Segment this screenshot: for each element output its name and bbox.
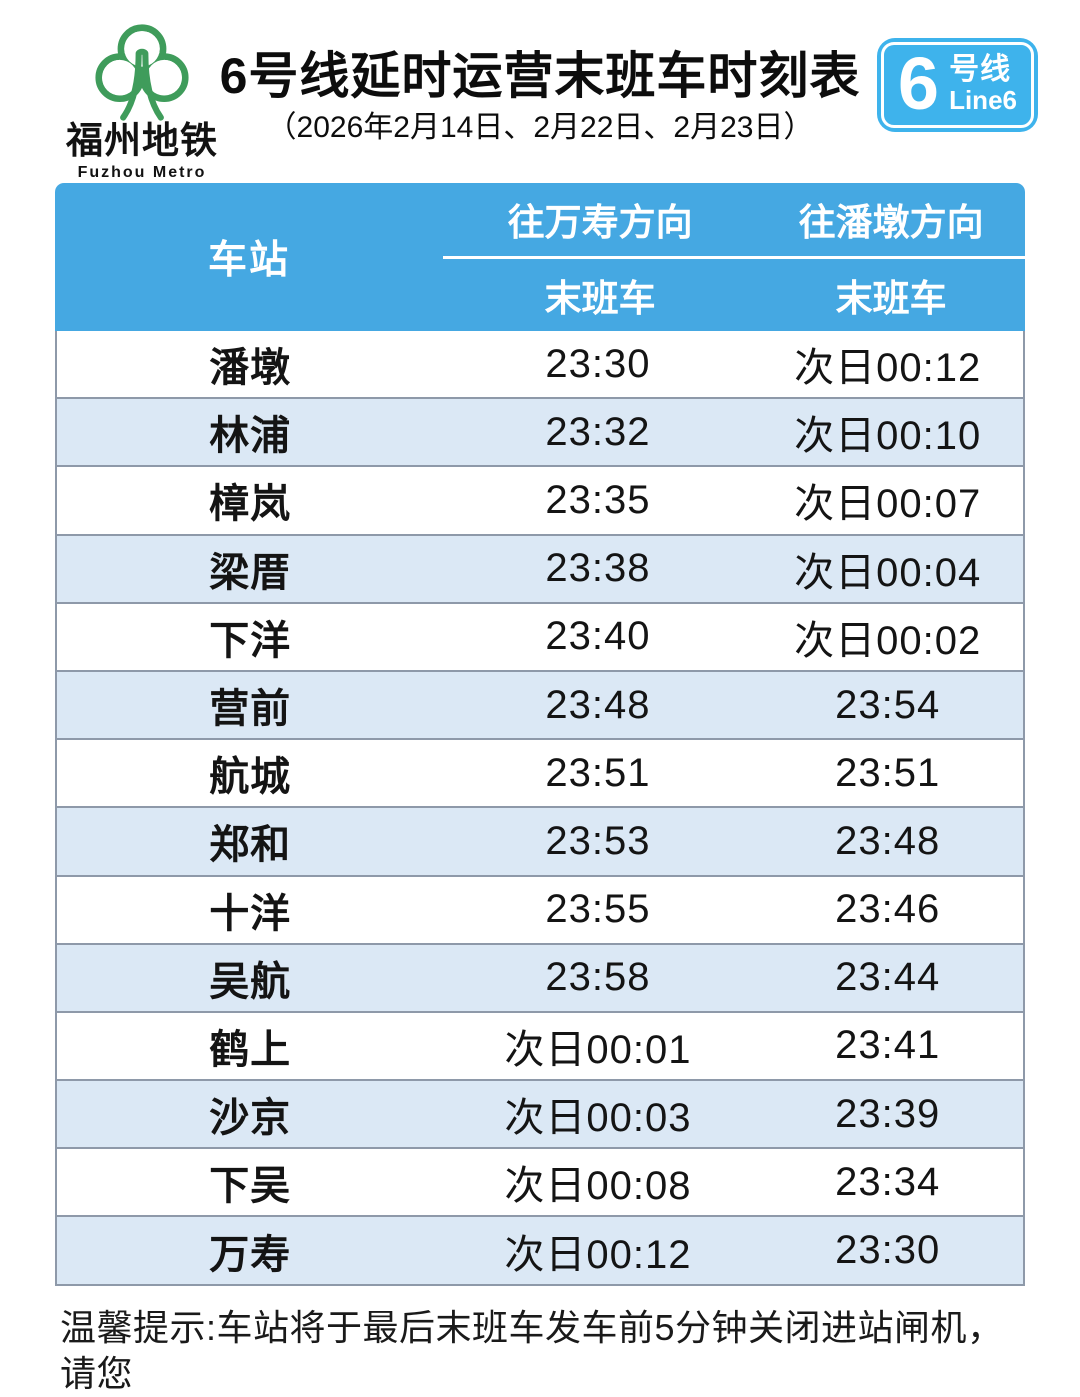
wanshou-time-cell: 次日00:08 — [504, 1164, 692, 1209]
table-row: 营前 23:48 23:54 — [57, 669, 1023, 739]
station-cell: 郑和 — [209, 823, 292, 868]
line6-badge-inner: 6 号线 Line6 — [880, 42, 1034, 129]
last-train-header-wanshou: 末班车 — [544, 277, 656, 319]
pandun-time-cell: 23:51 — [835, 750, 941, 795]
table-row: 航城 23:51 23:51 — [57, 738, 1023, 807]
table-row: 万寿 次日00:12 23:30 — [57, 1215, 1023, 1284]
station-cell: 下洋 — [209, 618, 292, 663]
footer-note: 温馨提示:车站将于最后末班车发车前5分钟关闭进站闸机，请您 合理安排出行时间，以… — [60, 1305, 1025, 1397]
wanshou-time-cell: 23:58 — [545, 955, 651, 1000]
station-cell: 樟岚 — [209, 482, 292, 527]
timetable: 车站 往万寿方向 往潘墩方向 末班车 末班车 潘墩 23:30 次日00:12 … — [55, 183, 1025, 1286]
table-header: 车站 往万寿方向 往潘墩方向 末班车 末班车 — [55, 183, 1025, 331]
station-column-header: 车站 — [207, 239, 290, 282]
wanshou-time-cell: 23:55 — [545, 887, 651, 932]
pandun-time-cell: 次日00:12 — [794, 346, 982, 391]
table-row: 樟岚 23:35 次日00:07 — [57, 465, 1023, 534]
station-cell: 潘墩 — [209, 346, 292, 391]
wanshou-time-cell: 23:51 — [545, 750, 651, 795]
station-cell: 吴航 — [209, 959, 292, 1004]
table-row: 鹤上 次日00:01 23:41 — [57, 1010, 1023, 1080]
wanshou-time-cell: 23:48 — [545, 682, 651, 727]
station-cell: 鹤上 — [209, 1027, 292, 1072]
table-row: 林浦 23:32 次日00:10 — [57, 397, 1023, 466]
table-row: 十洋 23:55 23:46 — [57, 874, 1023, 943]
table-row: 潘墩 23:30 次日00:12 — [57, 331, 1023, 398]
pandun-time-cell: 23:30 — [835, 1228, 941, 1273]
table-row: 沙京 次日00:03 23:39 — [57, 1079, 1023, 1148]
wanshou-time-cell: 23:30 — [545, 341, 651, 386]
pandun-time-cell: 23:34 — [835, 1159, 941, 1204]
line-number: 6 — [897, 42, 940, 125]
pandun-time-cell: 次日00:07 — [794, 482, 982, 527]
direction-wanshou-header: 往万寿方向 — [507, 202, 693, 244]
line-name-en: Line6 — [949, 85, 1017, 116]
station-cell: 林浦 — [209, 414, 292, 459]
page-subtitle: （2026年2月14日、2月22日、2月23日） — [266, 111, 814, 144]
pandun-time-cell: 23:54 — [835, 682, 941, 727]
pandun-time-cell: 23:39 — [835, 1091, 941, 1136]
fuzhou-metro-tree-icon — [95, 24, 189, 121]
table-row: 下吴 次日00:08 23:34 — [57, 1147, 1023, 1216]
table-row: 郑和 23:53 23:48 — [57, 806, 1023, 875]
station-cell: 航城 — [209, 755, 292, 800]
station-cell: 沙京 — [209, 1096, 292, 1141]
pandun-time-cell: 23:44 — [835, 955, 941, 1000]
station-cell: 下吴 — [209, 1164, 292, 1209]
direction-pandun-header: 往潘墩方向 — [798, 202, 984, 244]
logo-en-text: Fuzhou Metro — [77, 163, 207, 181]
logo-cn-text: 福州地铁 — [66, 120, 218, 161]
wanshou-time-cell: 23:38 — [545, 546, 651, 591]
station-cell: 梁厝 — [209, 550, 292, 595]
fuzhou-metro-logo: 福州地铁 Fuzhou Metro — [52, 20, 232, 182]
table-row: 下洋 23:40 次日00:02 — [57, 601, 1023, 670]
line-name-cn: 号线 — [949, 53, 1012, 87]
wanshou-time-cell: 23:32 — [545, 409, 651, 454]
pandun-time-cell: 23:46 — [835, 887, 941, 932]
wanshou-time-cell: 次日00:12 — [504, 1232, 692, 1277]
table-row: 吴航 23:58 23:44 — [57, 942, 1023, 1011]
pandun-time-cell: 23:41 — [835, 1023, 941, 1068]
line6-badge: 6 号线 Line6 — [876, 38, 1038, 133]
wanshou-time-cell: 23:53 — [545, 818, 651, 863]
wanshou-time-cell: 23:40 — [545, 614, 651, 659]
page-title: 6号线延时运营末班车时刻表 — [219, 48, 861, 104]
last-train-header-pandun: 末班车 — [835, 277, 947, 319]
wanshou-time-cell: 次日00:03 — [504, 1096, 692, 1141]
station-cell: 营前 — [209, 687, 292, 732]
footer-note-line1: 温馨提示:车站将于最后末班车发车前5分钟关闭进站闸机，请您 — [60, 1307, 1004, 1394]
station-cell: 万寿 — [209, 1232, 292, 1277]
table-body: 潘墩 23:30 次日00:12 林浦 23:32 次日00:10 樟岚 23:… — [55, 331, 1025, 1286]
wanshou-time-cell: 23:35 — [545, 477, 651, 522]
wanshou-time-cell: 次日00:01 — [504, 1027, 692, 1072]
table-row: 梁厝 23:38 次日00:04 — [57, 533, 1023, 602]
pandun-time-cell: 次日00:04 — [794, 550, 982, 595]
pandun-time-cell: 次日00:02 — [794, 618, 982, 663]
pandun-time-cell: 23:48 — [835, 818, 941, 863]
pandun-time-cell: 次日00:10 — [794, 414, 982, 459]
header-divider — [443, 255, 1025, 259]
station-cell: 十洋 — [209, 891, 292, 936]
